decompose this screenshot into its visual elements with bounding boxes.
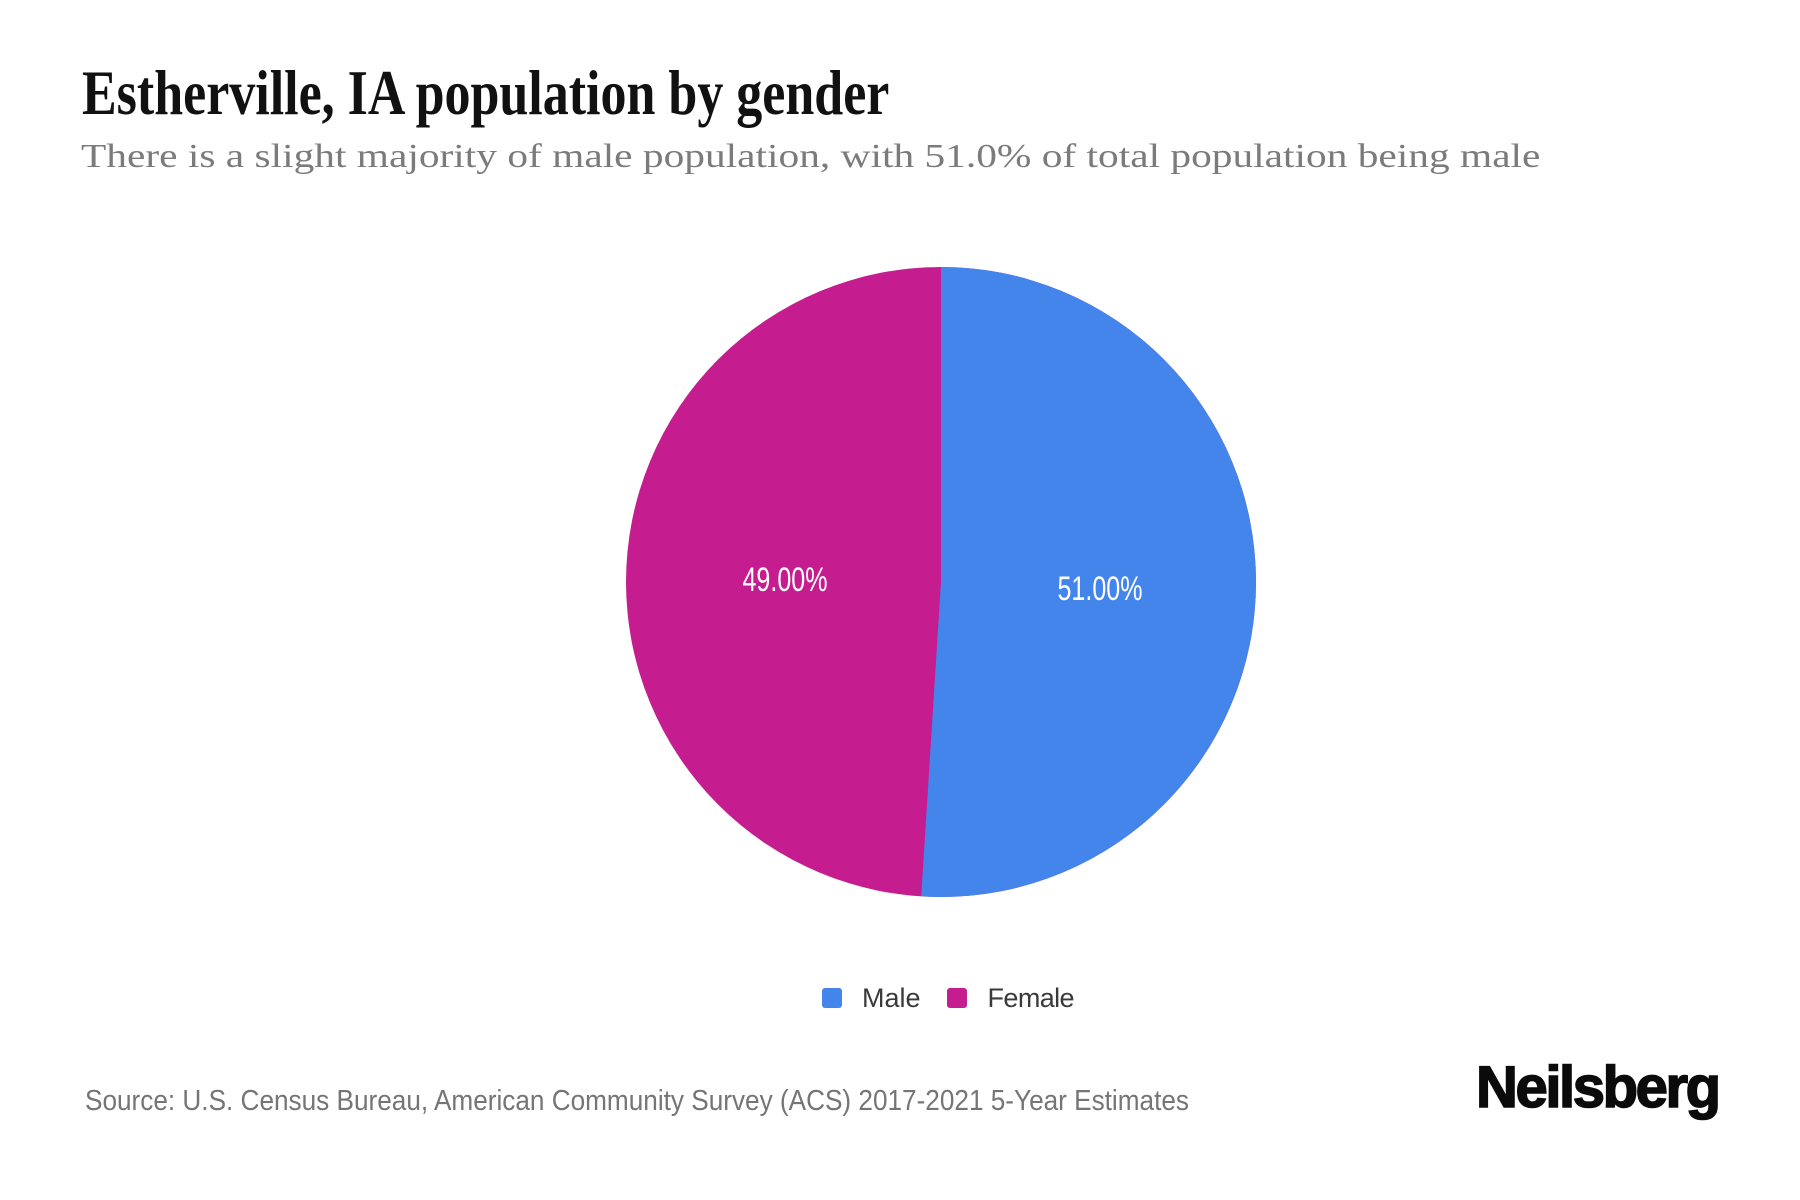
svg-text:49.00%: 49.00% [743,561,828,599]
svg-text:51.00%: 51.00% [1058,570,1143,608]
